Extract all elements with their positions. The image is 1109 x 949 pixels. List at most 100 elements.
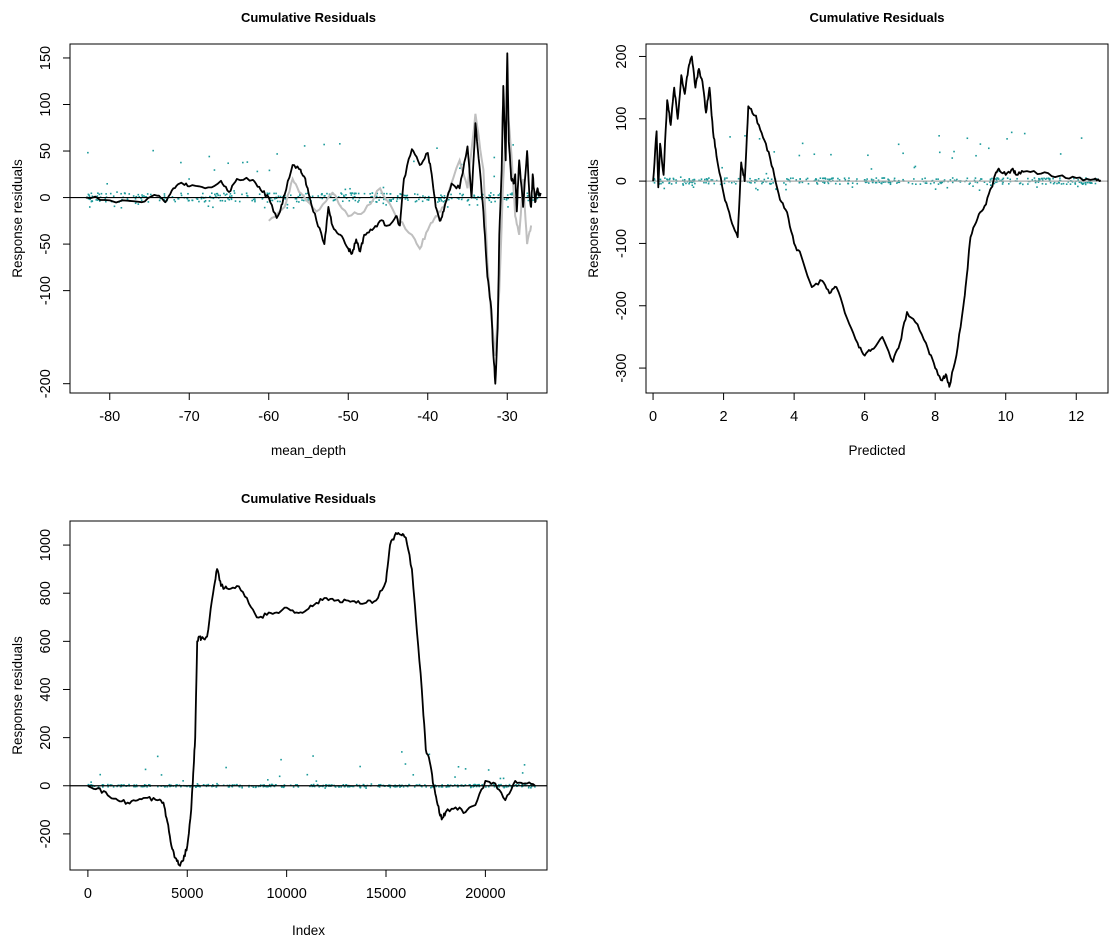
residual-point <box>144 768 147 771</box>
residual-point <box>467 199 469 201</box>
residual-point <box>679 176 682 178</box>
residual-point <box>266 785 268 788</box>
x-tick-label: -50 <box>338 409 359 425</box>
residual-point <box>141 785 144 788</box>
residual-point <box>357 192 360 195</box>
residual-point <box>399 786 401 788</box>
residual-point <box>303 145 306 147</box>
residual-point <box>989 184 992 187</box>
residual-point <box>203 200 206 203</box>
residual-point <box>523 764 526 766</box>
x-tick-label: -70 <box>179 409 200 425</box>
residual-point <box>461 194 464 197</box>
residual-point <box>969 182 971 185</box>
residual-point <box>385 204 387 206</box>
residual-point <box>787 178 789 181</box>
residual-point <box>1019 182 1022 184</box>
residual-point <box>246 161 249 163</box>
residual-point <box>219 199 222 202</box>
residual-point <box>96 199 99 201</box>
residual-point <box>229 193 232 195</box>
residual-point <box>180 161 182 164</box>
residual-point <box>871 179 873 182</box>
residual-point <box>147 784 150 786</box>
residual-point <box>838 179 841 181</box>
y-tick-label: -50 <box>38 234 54 255</box>
residual-point <box>274 784 277 786</box>
residual-point <box>416 193 419 196</box>
residual-point <box>521 772 524 774</box>
residual-point <box>887 178 889 181</box>
residual-point <box>691 184 694 187</box>
residual-point <box>856 178 858 180</box>
residual-point <box>430 786 432 789</box>
residual-point <box>867 182 870 184</box>
plot-area <box>70 532 547 867</box>
residual-point <box>974 177 977 179</box>
residual-point <box>454 776 456 778</box>
residual-point <box>323 195 326 197</box>
residual-point <box>337 196 340 198</box>
residual-point <box>427 195 430 198</box>
residual-point <box>770 178 773 181</box>
x-tick-label: -30 <box>497 409 518 425</box>
residual-point <box>283 784 286 786</box>
residual-point <box>864 179 866 181</box>
residual-point <box>487 769 490 771</box>
residual-point <box>270 784 273 786</box>
residual-point <box>505 786 508 788</box>
residual-point <box>163 198 165 201</box>
residual-point <box>878 181 881 183</box>
residual-point <box>402 786 405 788</box>
residual-point <box>427 198 430 201</box>
residual-point <box>351 192 354 194</box>
residual-point <box>273 192 275 195</box>
residual-point <box>145 196 148 198</box>
residual-point <box>149 784 151 786</box>
residual-point <box>348 199 351 202</box>
residual-point <box>827 182 830 185</box>
residual-point <box>526 192 529 195</box>
residual-point <box>90 781 92 783</box>
residual-point <box>937 183 940 185</box>
residual-point <box>268 192 271 195</box>
residual-point <box>1008 183 1010 185</box>
residual-point <box>317 195 320 197</box>
residual-point <box>822 181 824 183</box>
residual-point <box>340 193 343 195</box>
residual-point <box>872 179 875 181</box>
residual-point <box>176 783 178 786</box>
residual-point <box>750 182 752 184</box>
residual-point <box>754 181 756 184</box>
residual-point <box>737 177 740 180</box>
residual-point <box>348 785 351 788</box>
residual-point <box>966 177 969 180</box>
residual-point <box>369 192 371 195</box>
residual-point <box>1081 182 1084 185</box>
residual-point <box>186 785 188 788</box>
residual-point <box>445 786 448 788</box>
residual-point <box>143 784 146 786</box>
residual-point <box>946 186 949 189</box>
residual-point <box>749 177 751 180</box>
residual-point <box>1031 179 1034 181</box>
y-tick-label: 200 <box>614 44 630 68</box>
residual-point <box>98 193 101 196</box>
residual-point <box>976 181 979 184</box>
residual-point <box>310 784 313 786</box>
residual-point <box>412 774 415 776</box>
residual-point <box>119 785 122 788</box>
residual-point <box>719 183 722 186</box>
residual-point <box>394 786 396 788</box>
residual-point <box>443 195 446 197</box>
residual-point <box>757 178 760 180</box>
residual-point <box>897 143 900 146</box>
residual-point <box>284 198 287 200</box>
residual-point <box>951 181 954 184</box>
residual-point <box>670 183 673 185</box>
residual-point <box>997 178 1000 180</box>
residual-point <box>263 784 265 786</box>
residual-point <box>404 763 407 765</box>
x-tick-label: 4 <box>790 409 798 425</box>
